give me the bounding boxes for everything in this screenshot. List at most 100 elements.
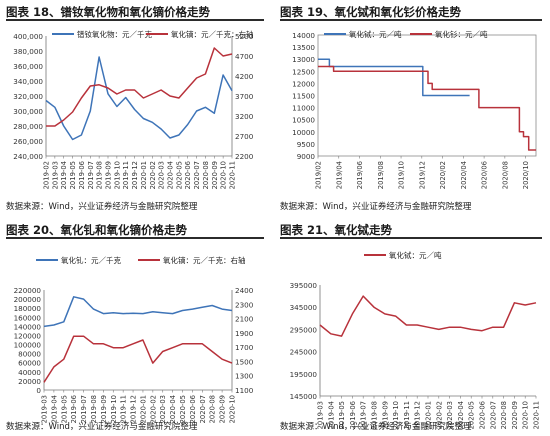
y2-tick-label: 1700 bbox=[235, 343, 254, 352]
chart-c21: 145000 195000 245000 295000 345000 395000 2019… bbox=[290, 250, 541, 429]
x-tick-label: 2020/02 bbox=[439, 161, 447, 189]
chart-title: 图表 19、氧化铽和氧化钐价格走势 bbox=[280, 4, 542, 21]
x-tick-label: 2020-02 bbox=[149, 161, 157, 189]
legend-label: 氧化铽：元／吨 bbox=[349, 29, 402, 39]
x-tick-label: 2020-07 bbox=[199, 395, 207, 423]
chart-c18: 240,000 260,000 280,000 300,000 320,000 340,0… bbox=[13, 29, 254, 189]
chart-panel-c21: 图表 21、氧化铽走势 145000 195000 245000 295000 3450… bbox=[280, 222, 546, 434]
chart-title: 图表 20、氧化钆和氧化镝价格走势 bbox=[6, 222, 264, 239]
x-tick-label: 2020-04 bbox=[169, 395, 177, 423]
chart-title: 图表 18、镨钕氧化物和氧化镝价格走势 bbox=[6, 4, 264, 21]
x-tick-label: 2019-03 bbox=[41, 395, 49, 423]
series-line-1 bbox=[318, 58, 470, 97]
y-tick-label: 395000 bbox=[290, 281, 318, 290]
series-line-2 bbox=[318, 65, 536, 151]
x-tick-label: 2019-09 bbox=[100, 395, 108, 423]
x-tick-label: 2019/10 bbox=[398, 161, 406, 189]
legend-label: 氧化铽：元／吨 bbox=[389, 250, 442, 260]
x-tick-label: 2020/08 bbox=[501, 161, 509, 189]
x-tick-label: 2019-11 bbox=[120, 395, 128, 423]
x-tick-label: 2020-05 bbox=[179, 395, 187, 423]
x-tick-label: 2020/10 bbox=[522, 161, 530, 189]
y2-tick-label: 4700 bbox=[235, 52, 254, 61]
x-tick-label: 2019-11 bbox=[403, 401, 411, 429]
y-tick-label: 280,000 bbox=[13, 122, 43, 131]
x-tick-label: 2019-10 bbox=[392, 401, 400, 429]
x-tick-label: 2020/06 bbox=[481, 161, 489, 189]
y-tick-label: 300,000 bbox=[13, 107, 43, 116]
y-tick-label: 145000 bbox=[290, 392, 318, 401]
x-tick-label: 2020/04 bbox=[460, 161, 468, 189]
y-tick-label: 360,000 bbox=[13, 62, 43, 71]
legend-label: 氧化镝：元／千克：右轴 bbox=[163, 255, 246, 265]
legend-label: 镨钕氧化物：元／千克 bbox=[77, 29, 152, 39]
y-tick-label: 195000 bbox=[290, 370, 318, 379]
y-tick-label: 13500 bbox=[292, 43, 315, 52]
y-tick-label: 40000 bbox=[18, 368, 41, 377]
x-tick-label: 2020-09 bbox=[511, 401, 519, 429]
x-tick-label: 2020-10 bbox=[229, 395, 237, 423]
x-tick-label: 2020-03 bbox=[159, 395, 167, 423]
x-tick-label: 2020-05 bbox=[468, 401, 476, 429]
chart-c19: 9000 9500 10000 10500 11000 11500 12000 12500 13… bbox=[292, 29, 537, 189]
x-tick-label: 2019-12 bbox=[130, 395, 138, 423]
x-tick-label: 2019-12 bbox=[414, 401, 422, 429]
x-tick-label: 2019-08 bbox=[90, 395, 98, 423]
x-tick-label: 2019-10 bbox=[113, 161, 121, 189]
y2-tick-label: 3700 bbox=[235, 92, 254, 101]
y-tick-label: 11500 bbox=[292, 92, 315, 101]
x-tick-label: 2020-11 bbox=[533, 401, 541, 429]
x-tick-label: 2019-07 bbox=[360, 401, 368, 429]
x-tick-label: 2019-06 bbox=[70, 395, 78, 423]
x-tick-label: 2020-01 bbox=[425, 401, 433, 429]
x-tick-label: 2020-03 bbox=[446, 401, 454, 429]
series-line-1 bbox=[43, 296, 233, 328]
chart-source: 数据来源：Wind，兴业证券经济与金融研究院整理 bbox=[6, 422, 198, 432]
y2-tick-label: 1500 bbox=[235, 357, 254, 366]
y2-tick-label: 2100 bbox=[235, 315, 254, 324]
x-tick-label: 2019-04 bbox=[327, 401, 335, 429]
y-tick-label: 180000 bbox=[14, 304, 42, 313]
y-tick-label: 245000 bbox=[290, 348, 318, 357]
x-tick-label: 2020-06 bbox=[479, 401, 487, 429]
x-tick-label: 2019-07 bbox=[87, 161, 95, 189]
x-tick-label: 2019/12 bbox=[418, 161, 426, 189]
x-tick-label: 2019-03 bbox=[317, 401, 325, 429]
chart-source: 数据来源：Wind，兴业证券经济与金融研究院整理 bbox=[280, 202, 472, 212]
legend-label: 氧化钐：元／吨 bbox=[435, 29, 488, 39]
x-tick-label: 2019-09 bbox=[381, 401, 389, 429]
x-tick-label: 2019-05 bbox=[69, 161, 77, 189]
x-tick-label: 2019-06 bbox=[349, 401, 357, 429]
x-tick-label: 2019/08 bbox=[377, 161, 385, 189]
chart-source: 数据来源：Wind，兴业证券经济与金融研究院整理 bbox=[280, 422, 472, 432]
x-tick-label: 2019-10 bbox=[110, 395, 118, 423]
y-tick-label: 10500 bbox=[292, 116, 315, 125]
y-tick-label: 12500 bbox=[292, 67, 315, 76]
x-tick-label: 2019-08 bbox=[371, 401, 379, 429]
x-tick-label: 2020-09 bbox=[211, 161, 219, 189]
y2-tick-label: 3200 bbox=[235, 112, 254, 121]
chart-panel-c20: 图表 20、氧化钆和氧化镝价格走势 0 20000 40000 60000 80000 1… bbox=[6, 222, 274, 434]
chart-panel-c18: 图表 18、镨钕氧化物和氧化镝价格走势 240,000 260,000 280,00… bbox=[6, 4, 274, 214]
series-line-2 bbox=[43, 335, 233, 383]
y2-tick-label: 1900 bbox=[235, 329, 254, 338]
x-tick-label: 2020-11 bbox=[229, 161, 237, 189]
x-tick-label: 2020-10 bbox=[522, 401, 530, 429]
y-tick-label: 20000 bbox=[18, 377, 41, 386]
x-tick-label: 2020-07 bbox=[193, 161, 201, 189]
x-tick-label: 2019-04 bbox=[50, 395, 58, 423]
y-tick-label: 380,000 bbox=[13, 47, 43, 56]
x-tick-label: 2019/04 bbox=[335, 161, 343, 189]
x-tick-label: 2019-06 bbox=[78, 161, 86, 189]
y-tick-label: 9500 bbox=[297, 140, 316, 149]
x-tick-label: 2020-02 bbox=[435, 401, 443, 429]
x-tick-label: 2020-08 bbox=[202, 161, 210, 189]
chart-title: 图表 21、氧化铽走势 bbox=[280, 222, 542, 239]
y-tick-label: 160000 bbox=[14, 313, 42, 322]
x-tick-label: 2019-03 bbox=[51, 161, 59, 189]
y2-tick-label: 5200 bbox=[235, 32, 254, 41]
x-tick-label: 2019-12 bbox=[131, 161, 139, 189]
x-tick-label: 2019-11 bbox=[122, 161, 130, 189]
x-tick-label: 2020-08 bbox=[209, 395, 217, 423]
x-tick-label: 2019-02 bbox=[43, 161, 51, 189]
